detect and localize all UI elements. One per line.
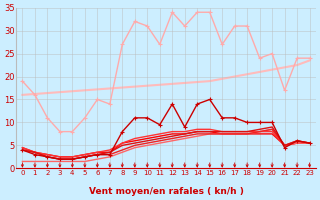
- X-axis label: Vent moyen/en rafales ( kn/h ): Vent moyen/en rafales ( kn/h ): [89, 187, 244, 196]
